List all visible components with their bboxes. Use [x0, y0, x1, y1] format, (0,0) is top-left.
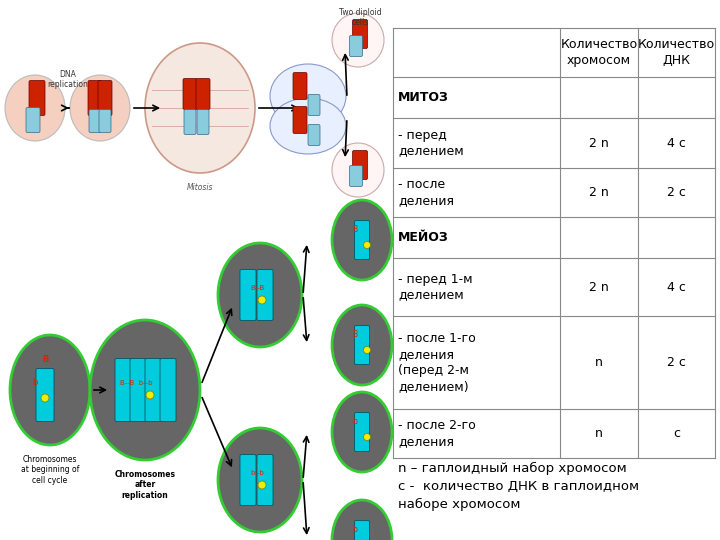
Text: B: B — [42, 355, 48, 364]
FancyBboxPatch shape — [36, 368, 54, 422]
Text: 2 n: 2 n — [589, 137, 609, 150]
Ellipse shape — [332, 392, 392, 472]
Text: 2 n: 2 n — [589, 186, 609, 199]
FancyBboxPatch shape — [99, 110, 111, 132]
Ellipse shape — [218, 428, 302, 532]
Text: - после
деления: - после деления — [398, 178, 454, 207]
Ellipse shape — [5, 75, 65, 141]
FancyBboxPatch shape — [29, 80, 45, 116]
FancyBboxPatch shape — [354, 413, 369, 451]
Text: B: B — [352, 225, 357, 234]
Text: Количество
хромосом: Количество хромосом — [560, 38, 638, 67]
FancyBboxPatch shape — [26, 107, 40, 132]
Text: МИТОЗ: МИТОЗ — [398, 91, 449, 104]
FancyBboxPatch shape — [98, 80, 112, 116]
FancyBboxPatch shape — [354, 220, 369, 260]
FancyBboxPatch shape — [257, 269, 273, 321]
Text: - перед 1-м
делением: - перед 1-м делением — [398, 273, 472, 301]
Text: 2 c: 2 c — [667, 356, 685, 369]
Text: B--B: B--B — [250, 285, 264, 291]
FancyBboxPatch shape — [196, 78, 210, 110]
Circle shape — [258, 296, 266, 304]
FancyBboxPatch shape — [293, 72, 307, 99]
Text: Количество
ДНК: Количество ДНК — [638, 38, 715, 67]
Ellipse shape — [70, 75, 130, 141]
Text: n: n — [595, 427, 603, 440]
Ellipse shape — [332, 305, 392, 385]
Text: Chromosomes
after
replication: Chromosomes after replication — [114, 470, 176, 500]
FancyBboxPatch shape — [130, 359, 146, 422]
Text: B--B  b--b: B--B b--b — [120, 380, 153, 386]
FancyBboxPatch shape — [240, 269, 256, 321]
Circle shape — [364, 241, 371, 248]
Text: 4 c: 4 c — [667, 281, 685, 294]
FancyBboxPatch shape — [353, 19, 367, 49]
FancyBboxPatch shape — [308, 94, 320, 116]
Text: Chromosomes
at beginning of
cell cycle: Chromosomes at beginning of cell cycle — [21, 455, 79, 485]
FancyBboxPatch shape — [349, 165, 362, 186]
FancyBboxPatch shape — [160, 359, 176, 422]
Circle shape — [364, 347, 371, 354]
FancyBboxPatch shape — [293, 106, 307, 133]
FancyBboxPatch shape — [257, 455, 273, 505]
FancyBboxPatch shape — [145, 359, 161, 422]
Text: b: b — [352, 525, 357, 534]
FancyBboxPatch shape — [354, 326, 369, 365]
FancyBboxPatch shape — [240, 455, 256, 505]
Text: n: n — [595, 356, 603, 369]
Text: - после 2-го
деления: - после 2-го деления — [398, 419, 476, 448]
Text: 2 c: 2 c — [667, 186, 685, 199]
FancyBboxPatch shape — [184, 110, 196, 134]
Text: - после 1-го
деления
(перед 2-м
делением): - после 1-го деления (перед 2-м делением… — [398, 332, 476, 393]
FancyBboxPatch shape — [197, 110, 209, 134]
Ellipse shape — [90, 320, 200, 460]
Text: Two diploid
cells: Two diploid cells — [338, 8, 382, 28]
Ellipse shape — [332, 500, 392, 540]
FancyBboxPatch shape — [354, 521, 369, 540]
Text: b: b — [32, 378, 37, 387]
FancyBboxPatch shape — [353, 151, 367, 179]
Ellipse shape — [332, 143, 384, 197]
Text: b: b — [352, 417, 357, 426]
Circle shape — [258, 481, 266, 489]
FancyBboxPatch shape — [88, 80, 102, 116]
Text: 2 n: 2 n — [589, 281, 609, 294]
FancyBboxPatch shape — [349, 36, 362, 57]
FancyBboxPatch shape — [115, 359, 131, 422]
Text: c: c — [673, 427, 680, 440]
FancyBboxPatch shape — [308, 125, 320, 145]
Text: Mitosis: Mitosis — [186, 183, 213, 192]
Text: b--b: b--b — [250, 470, 264, 476]
Ellipse shape — [270, 98, 346, 154]
FancyBboxPatch shape — [89, 110, 101, 132]
Text: 4 c: 4 c — [667, 137, 685, 150]
Ellipse shape — [332, 200, 392, 280]
Text: МЕЙОЗ: МЕЙОЗ — [398, 231, 449, 244]
Text: - перед
делением: - перед делением — [398, 129, 464, 158]
Ellipse shape — [270, 64, 346, 128]
FancyBboxPatch shape — [183, 78, 197, 110]
Ellipse shape — [10, 335, 90, 445]
Text: n – гаплоидный набор хромосом
с -  количество ДНК в гаплоидном
наборе хромосом: n – гаплоидный набор хромосом с - количе… — [398, 462, 639, 511]
Ellipse shape — [145, 43, 255, 173]
Circle shape — [146, 391, 154, 399]
Text: B: B — [352, 330, 357, 339]
Circle shape — [364, 434, 371, 441]
Ellipse shape — [218, 243, 302, 347]
Circle shape — [41, 394, 49, 402]
Text: DNA
replication: DNA replication — [47, 70, 88, 90]
Ellipse shape — [332, 13, 384, 67]
